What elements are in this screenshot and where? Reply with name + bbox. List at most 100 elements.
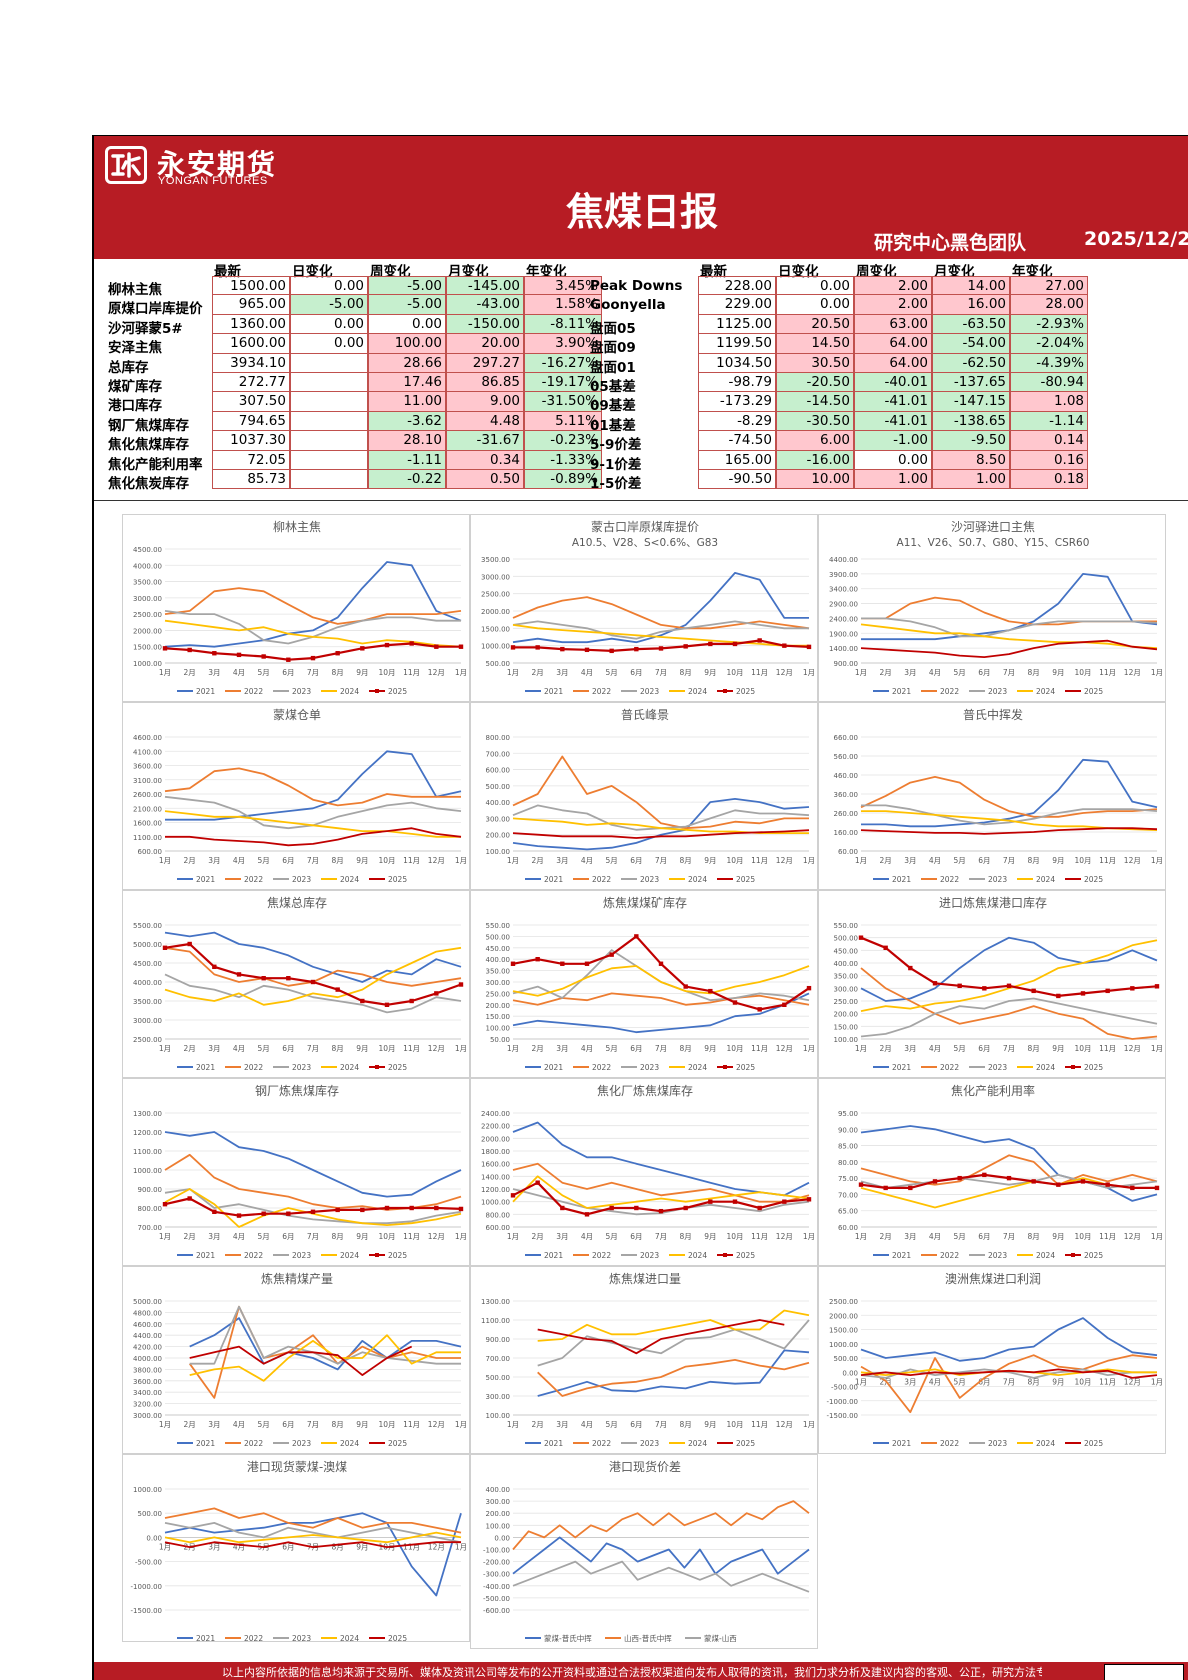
x-tick-label: 4月 xyxy=(929,856,941,865)
table-cell: -43.00 xyxy=(446,295,524,315)
x-tick-label: 11月 xyxy=(1099,856,1116,865)
legend-label: 2021 xyxy=(196,1439,215,1448)
x-tick-label: 12月 xyxy=(428,856,445,865)
legend-label: 2022 xyxy=(244,1063,263,1072)
chart-panel: 炼焦精煤产量 3000.00 3200.00 3400.00 3600.00 3800.0… xyxy=(122,1266,470,1454)
table-cell: 1.00 xyxy=(854,470,932,490)
y-tick-label: 400.00 xyxy=(486,799,511,807)
legend-label: 2025 xyxy=(1084,687,1103,696)
series-line xyxy=(860,1368,1157,1379)
y-tick-label: 4000.00 xyxy=(133,1355,162,1363)
y-tick-label: 500.00 xyxy=(486,1374,511,1382)
x-tick-label: 5月 xyxy=(258,668,270,677)
y-tick-label: 1800.00 xyxy=(481,1148,510,1156)
data-point xyxy=(782,1199,787,1204)
table-cell: 2.00 xyxy=(854,276,932,296)
legend-label: 2023 xyxy=(292,1063,311,1072)
legend-label: 2021 xyxy=(892,1251,911,1260)
table-cell: -8.29 xyxy=(698,411,776,432)
table-cell: 229.00 xyxy=(698,295,776,315)
y-tick-label: 600.00 xyxy=(138,848,163,856)
table-cell: -31.50% xyxy=(524,392,602,412)
x-tick-label: 7月 xyxy=(307,1232,319,1241)
data-point xyxy=(683,1205,688,1211)
data-point xyxy=(883,1185,888,1191)
y-tick-label: 2000.00 xyxy=(829,1312,858,1320)
line-chart: 港口现货蒙煤-澳煤 -1500.00 -1000.00 -500.00 0.00 500.… xyxy=(131,1459,468,1643)
x-tick-label: 6月 xyxy=(978,856,990,865)
x-tick-label: 6月 xyxy=(630,856,642,865)
series-line xyxy=(164,587,462,625)
legend-label: 2022 xyxy=(592,875,611,884)
x-tick-label: 9月 xyxy=(1052,1044,1064,1053)
y-tick-label: -1500.00 xyxy=(827,1412,858,1420)
line-chart: 炼焦精煤产量 3000.00 3200.00 3400.00 3600.00 3800.0… xyxy=(133,1271,467,1448)
x-tick-label: 3月 xyxy=(556,1044,568,1053)
y-tick-label: -300.00 xyxy=(483,1571,510,1579)
data-point xyxy=(261,654,266,659)
x-tick-label: 3月 xyxy=(904,1232,916,1241)
table-cell: 1360.00 xyxy=(212,314,290,335)
data-point xyxy=(634,646,639,652)
row-label: 安泽主焦 xyxy=(108,340,162,357)
chart-panel: 炼焦煤煤矿库存 50.00 100.00 150.00 200.00 250.00 300.… xyxy=(470,890,818,1078)
x-tick-label: 4月 xyxy=(929,668,941,677)
y-tick-label: 1400.00 xyxy=(829,645,858,653)
y-tick-label: 1500.00 xyxy=(481,625,510,633)
y-tick-label: 5000.00 xyxy=(133,1298,162,1306)
chart-title: 普氏中挥发 xyxy=(963,707,1023,722)
x-tick-label: 1月 xyxy=(1151,1232,1163,1241)
x-tick-label: 11月 xyxy=(1099,1044,1116,1053)
y-tick-label: -500.00 xyxy=(135,1559,162,1567)
y-tick-label: 1900.00 xyxy=(829,630,858,638)
x-tick-label: 4月 xyxy=(233,1420,245,1429)
y-tick-label: 100.00 xyxy=(486,1522,511,1530)
series-line xyxy=(860,939,1158,1012)
y-tick-label: -1000.00 xyxy=(827,1398,858,1406)
table-cell: -9.50 xyxy=(932,431,1010,451)
series-line xyxy=(164,1522,462,1544)
y-tick-label: 560.00 xyxy=(834,753,859,761)
x-tick-label: 11月 xyxy=(403,856,420,865)
row-label: 焦化焦煤库存 xyxy=(108,437,189,454)
y-tick-label: -600.00 xyxy=(483,1607,510,1615)
legend-label: 2025 xyxy=(1084,1251,1103,1260)
y-tick-label: 900.00 xyxy=(834,660,859,668)
table-cell: -5.00 xyxy=(368,295,446,315)
chart-panel: 普氏中挥发 60.00 160.00 260.00 360.00 460.00 560.00… xyxy=(818,702,1166,890)
data-point xyxy=(908,1185,913,1191)
y-tick-label: 2600.00 xyxy=(133,791,162,799)
y-tick-label: 200.00 xyxy=(486,832,511,840)
data-point xyxy=(236,972,242,977)
series-line xyxy=(512,1560,810,1593)
series-line xyxy=(164,973,462,1014)
series-line xyxy=(860,1125,1158,1202)
row-label: 港口库存 xyxy=(108,398,162,415)
chart-title: 柳林主焦 xyxy=(273,520,321,534)
x-tick-label: 8月 xyxy=(1028,668,1040,677)
legend-label: 2022 xyxy=(940,1439,959,1448)
legend-label: 2022 xyxy=(244,1251,263,1260)
x-tick-label: 3月 xyxy=(904,856,916,865)
x-tick-label: 9月 xyxy=(704,1232,716,1241)
legend-label: 2023 xyxy=(292,1634,311,1643)
series-line xyxy=(537,1359,810,1397)
legend-label: 2023 xyxy=(640,1251,659,1260)
x-tick-label: 11月 xyxy=(403,1232,420,1241)
table-cell: 8.50 xyxy=(932,450,1010,470)
x-tick-label: 1月 xyxy=(159,668,171,677)
legend-label: 2024 xyxy=(1036,1251,1055,1260)
table-cell: 1.00 xyxy=(932,470,1010,490)
y-tick-label: 3000.00 xyxy=(133,595,162,603)
chart-title: 港口现货蒙煤-澳煤 xyxy=(247,1459,347,1474)
y-tick-label: 400.00 xyxy=(486,956,511,964)
y-tick-label: 70.00 xyxy=(838,1191,858,1199)
data-point xyxy=(458,982,464,987)
report-title: 焦煤日报 xyxy=(565,190,718,234)
x-tick-label: 4月 xyxy=(929,1044,941,1053)
y-tick-label: 100.00 xyxy=(834,1036,859,1044)
x-tick-label: 1月 xyxy=(159,1542,171,1551)
series-line xyxy=(165,750,462,821)
x-tick-label: 6月 xyxy=(282,1232,294,1241)
y-tick-label: -1000.00 xyxy=(131,1583,162,1591)
